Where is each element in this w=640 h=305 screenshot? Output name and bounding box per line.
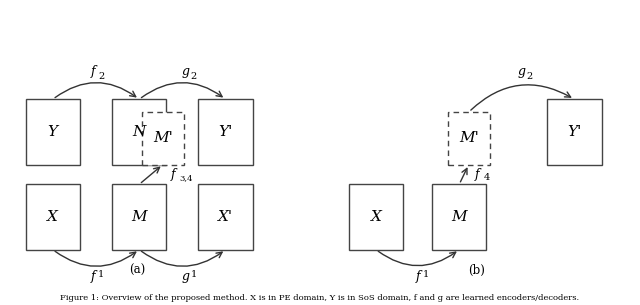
Bar [198,99,253,164]
Bar [547,99,602,164]
Text: f: f [415,270,420,283]
Text: 3,4: 3,4 [179,174,193,182]
Text: X: X [47,210,58,224]
Text: f: f [90,65,95,78]
Bar [112,184,166,249]
Bar [112,99,166,164]
Bar [26,99,80,164]
Text: g: g [182,270,189,283]
Text: (a): (a) [129,264,146,277]
Text: M: M [451,210,467,224]
Text: Figure 1: Overview of the proposed method. X is in PE domain, Y is in SoS domain: Figure 1: Overview of the proposed metho… [60,294,580,302]
Text: 2: 2 [527,72,533,81]
Text: f: f [170,168,175,181]
Bar [26,184,80,249]
Text: N: N [132,125,146,139]
Text: f: f [90,270,95,283]
Text: 1: 1 [98,270,104,279]
Text: 4: 4 [484,173,490,182]
Text: M': M' [459,131,479,145]
Text: g: g [518,65,525,78]
Bar [349,184,403,249]
Bar [198,184,253,249]
Text: Y': Y' [218,125,233,139]
Text: (b): (b) [468,264,485,277]
Text: 1: 1 [191,270,197,279]
Text: g: g [182,65,189,78]
Bar [432,184,486,249]
Text: X: X [371,210,381,224]
Text: Y': Y' [567,125,582,139]
Text: 2: 2 [191,72,197,81]
Text: 2: 2 [98,72,104,81]
Bar [142,112,184,164]
Text: Y: Y [48,125,58,139]
Text: M: M [131,210,147,224]
Text: f: f [475,168,480,181]
Text: M': M' [153,131,173,145]
Text: 1: 1 [423,270,429,279]
Text: X': X' [218,210,233,224]
Bar [448,112,490,164]
